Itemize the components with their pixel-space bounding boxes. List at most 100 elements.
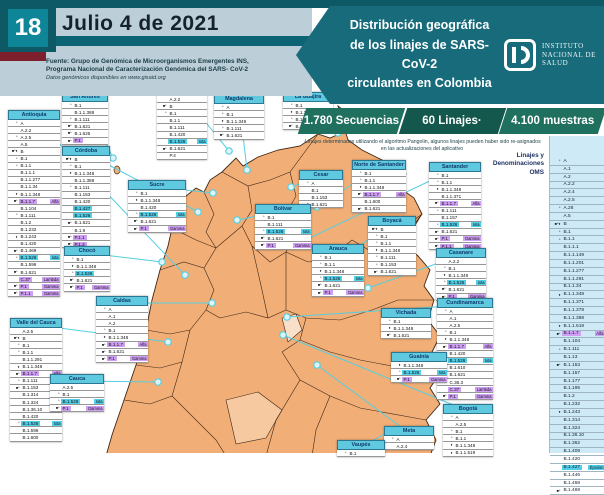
lineage-markers: ■ * — [556, 363, 561, 368]
lineage-row: ■ *B.1.621 — [429, 229, 481, 236]
lineage-label: B.1 — [448, 265, 456, 271]
lineage-row: ♦ B.1.243 — [8, 234, 60, 241]
lineage-label: B.1.1.7 — [447, 344, 467, 350]
lineage-row: A.1 — [437, 315, 493, 323]
lineage-label: B — [74, 156, 78, 162]
lineage-row: ■ * P.1 Gamma — [96, 356, 148, 363]
who-denomination-label: Iota — [483, 358, 493, 364]
lineage-label: A — [226, 104, 230, 110]
lineage-row: C.36.3 — [437, 379, 493, 387]
lineage-label: B.1.621 — [226, 132, 243, 138]
lineage-label: B.1.420 — [449, 351, 466, 357]
lineage-markers: * — [376, 255, 377, 260]
lineage-row: B.1.232 — [550, 401, 604, 409]
lineage-row: A.2.5 — [10, 328, 62, 336]
stat-segment: 1.780 Secuencias — [297, 108, 405, 134]
lineage-markers: * — [16, 255, 17, 260]
lineage-label: B.1.1.7 — [439, 200, 459, 206]
lineage-row: B.1.314 — [10, 392, 62, 399]
lineage-row: * B.1.1 — [368, 240, 416, 248]
lineage-label: B.1.526 — [138, 211, 159, 217]
lineage-row: ■ *B.1.1.7 Alfa — [10, 371, 62, 378]
lineage-row: B.1.1.34 — [550, 284, 604, 292]
lineage-markers: * — [16, 213, 17, 218]
map-dot-antioquia — [181, 271, 189, 279]
lineage-label: B.1.621 — [311, 201, 328, 207]
lineage-label: B.1.621 — [169, 146, 186, 152]
lineage-row: A.2.4 — [384, 443, 434, 451]
lineage-row: *B.1.526 Iota — [436, 279, 486, 287]
lineage-label: B.1.526 — [72, 213, 93, 219]
lineage-row: B.1.1.388 — [62, 177, 110, 185]
lineage-row: A.2.5 — [550, 197, 604, 206]
lineage-markers: * — [263, 215, 264, 220]
lineage-markers: * — [165, 111, 166, 116]
lineage-markers: * — [437, 222, 438, 227]
lineage-row: ■ *B.1.621 — [157, 146, 207, 153]
who-denomination-label: Iota — [301, 228, 311, 234]
lineage-label: B.1.324 — [22, 399, 39, 405]
lineage-markers: * — [18, 350, 19, 355]
lineage-row: B.1.13 — [550, 354, 604, 362]
lineage-row: B.1.1.277 — [8, 177, 60, 184]
lineage-markers: ■ * — [357, 192, 362, 197]
lineage-markers: ■ * ♦ — [65, 157, 72, 162]
lineage-row: B.1.468 — [550, 480, 604, 488]
lineage-row: *B.1.526 Iota — [8, 255, 60, 262]
lineage-markers: ♦ — [69, 171, 72, 176]
lineage-markers: * — [104, 307, 105, 312]
lineage-label: B.1.1 — [441, 179, 453, 185]
lineage-row: *B.1.111 — [62, 116, 108, 124]
lineage-label: B.1.13 — [563, 355, 578, 361]
lineage-markers: * — [444, 280, 445, 285]
lineage-label: B.1.111 — [74, 184, 90, 190]
lineage-row: ■ * P.1 Gamma — [255, 242, 311, 250]
department-box-casanare: Casanare A.2.2 * B.1 ♦ B.1.1.348 * B.1.526 Iota ■… — [436, 248, 486, 301]
lineage-row: * B.1.153 — [368, 262, 416, 269]
lineage-row: B.1.195 — [550, 385, 604, 394]
lineage-label: B.1.104 — [563, 339, 581, 345]
lineage-label: A.2.4 — [396, 443, 408, 449]
lineage-label: B.1.111 — [226, 125, 242, 131]
lineage-label: B.1.596 — [22, 427, 39, 433]
lineage-label: B.1.468 — [563, 480, 581, 486]
lineage-label: B.1.526 — [60, 398, 81, 404]
lineage-row: ♦B.1.1.348 — [64, 263, 110, 271]
lineage-label: B.1.621 — [449, 372, 466, 378]
map-dot-meta — [313, 361, 321, 369]
department-name: Casanare — [436, 248, 486, 259]
map-dot-bogota — [279, 331, 287, 339]
lineage-row: * B.1 — [255, 214, 311, 222]
lineage-label: B.1.1.34 — [563, 284, 582, 290]
lineage-row: B.1.420 — [8, 241, 60, 248]
lineage-label: B.1.427 — [72, 206, 93, 212]
lineage-label: B.1 — [311, 187, 319, 193]
lineage-markers: * — [445, 309, 446, 314]
lineage-row: ■ * B.1.153 — [550, 362, 604, 370]
lineage-markers: * — [70, 185, 71, 190]
lineage-label: B.1.409 — [563, 449, 581, 455]
lineage-label: A.28 — [563, 205, 574, 211]
lineage-label: B.1 — [108, 327, 116, 333]
lineage-label: B.1.36.10 — [22, 406, 43, 412]
lineage-markers: ■ * — [357, 206, 362, 211]
report-date-title: Julio 4 de 2021 — [62, 12, 219, 35]
lineage-markers: ■ * — [69, 278, 74, 283]
lineage-markers: * — [437, 180, 438, 185]
lineage-label: B.1.526 — [18, 255, 39, 261]
lineage-markers: * — [451, 415, 452, 420]
lineage-label: B.1.1.348 — [393, 325, 414, 331]
lineage-label: B.1.157 — [441, 215, 458, 221]
lineage-markers: * — [72, 257, 73, 262]
page-title: Distribución geográfica de los linajes d… — [338, 16, 501, 94]
lineage-row: ♦B.1.1.348 — [550, 291, 604, 300]
lineage-label: A.2.2 — [448, 258, 460, 264]
lineage-markers: ■ * — [219, 133, 224, 138]
lineage-row: ■ * B.1.469 — [550, 487, 604, 495]
department-box-bolivar: Bolívar * B.1 B.1.111 * B.1.526 Iota ■ * B.1.621… — [255, 204, 311, 250]
lineage-label: B.1.1 — [324, 261, 336, 267]
lineage-label: B.1.1.388 — [74, 177, 95, 183]
lineage-row: * B.1.1 — [443, 435, 493, 443]
lineage-markers: * — [376, 262, 377, 267]
lineage-label: B.1.1.348 — [74, 170, 95, 176]
